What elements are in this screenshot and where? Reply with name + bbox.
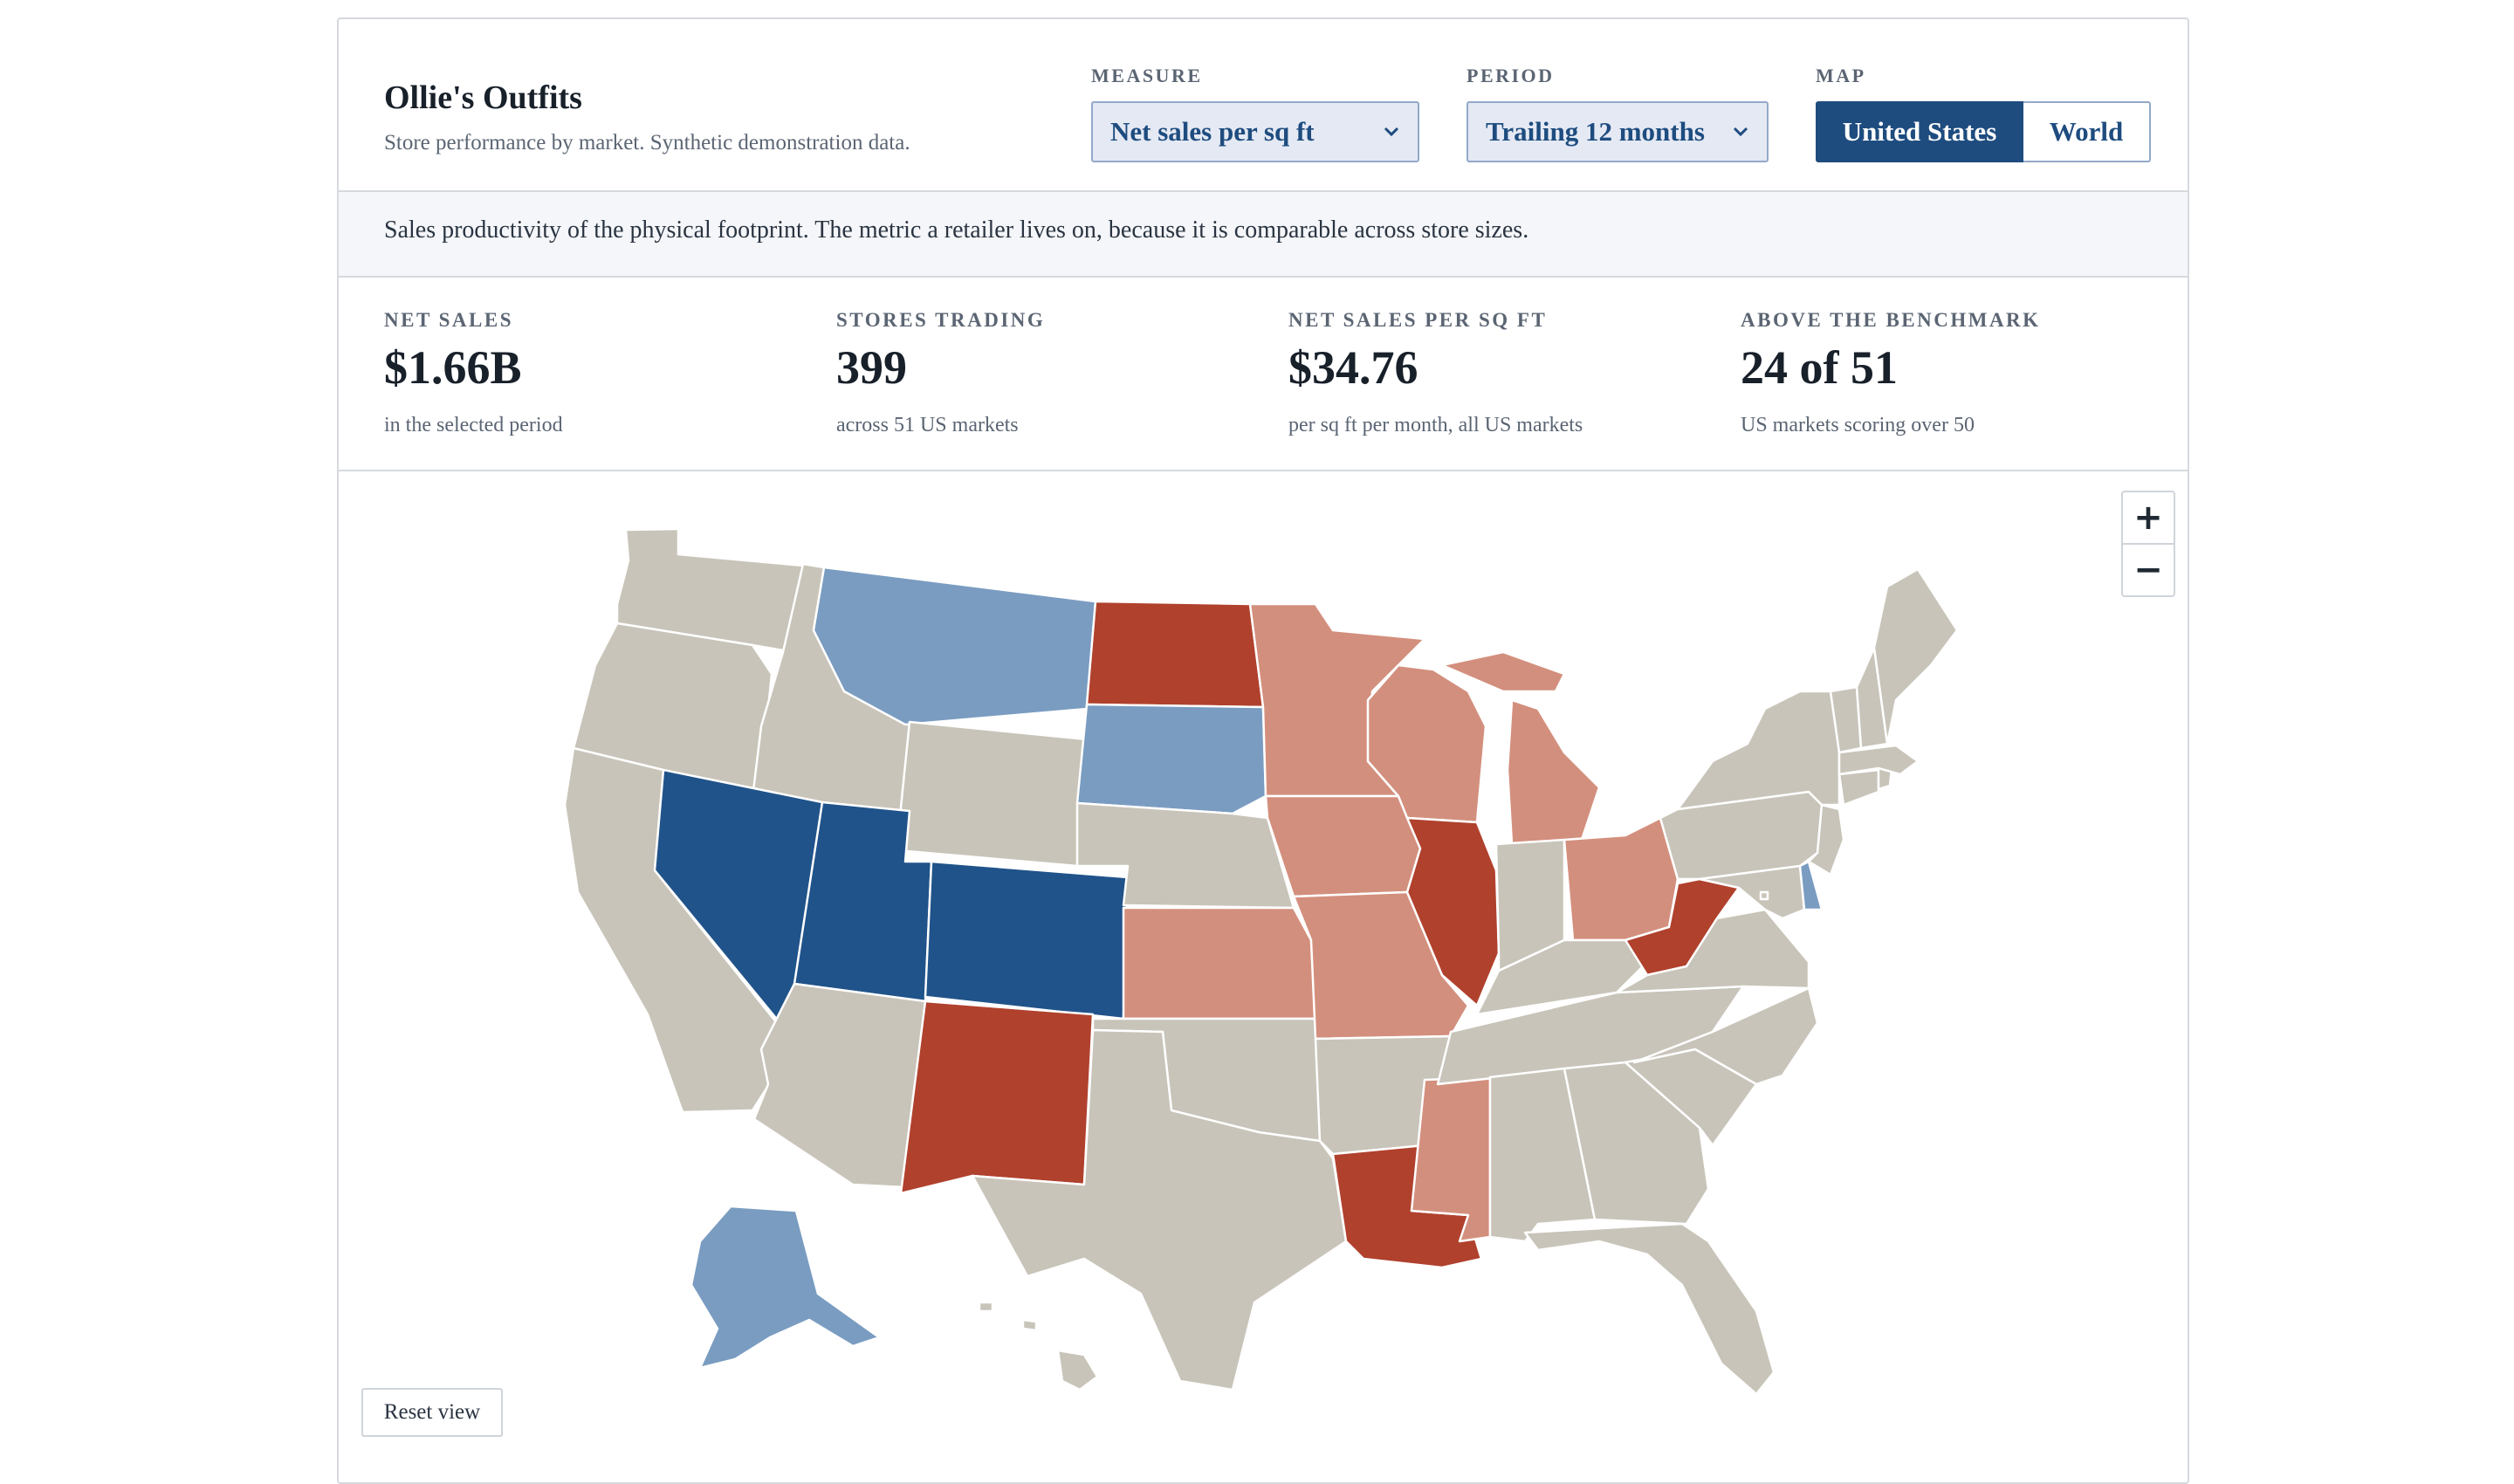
page-title: Ollie's Outfits xyxy=(384,79,582,116)
description-text: Sales productivity of the physical footp… xyxy=(384,216,1529,244)
kpi-label: ABOVE THE BENCHMARK xyxy=(1741,309,2041,331)
zoom-in-button[interactable]: + xyxy=(2133,498,2163,538)
state-TX[interactable] xyxy=(971,1028,1348,1391)
header: Ollie's Outfits Store performance by mar… xyxy=(339,19,2188,192)
state-MI[interactable] xyxy=(1440,650,1601,846)
map-label: MAP xyxy=(1816,65,1866,86)
kpi-label: NET SALES xyxy=(384,309,514,331)
map-toggle-world[interactable]: World xyxy=(2023,101,2151,162)
state-NJ[interactable] xyxy=(1807,803,1845,876)
zoom-out-button[interactable]: − xyxy=(2133,550,2163,590)
period-value: Trailing 12 months xyxy=(1486,116,1705,147)
state-NY[interactable] xyxy=(1676,690,1841,811)
state-NM[interactable] xyxy=(899,1000,1095,1195)
state-IA[interactable] xyxy=(1264,794,1422,898)
period-select[interactable]: Trailing 12 months xyxy=(1466,101,1769,162)
measure-label: MEASURE xyxy=(1091,65,1203,86)
kpi-stores-trading: STORES TRADING 399 across 51 US markets xyxy=(836,278,1273,470)
state-SD[interactable] xyxy=(1075,703,1267,815)
kpi-sub: per sq ft per month, all US markets xyxy=(1288,414,1583,436)
state-NC[interactable] xyxy=(1632,986,1819,1086)
state-MA[interactable] xyxy=(1837,744,1920,776)
description-band: Sales productivity of the physical footp… xyxy=(339,192,2188,278)
chevron-down-icon xyxy=(1384,127,1399,137)
kpi-net-sales: NET SALES $1.66B in the selected period xyxy=(384,278,821,470)
state-IL[interactable] xyxy=(1405,816,1501,1007)
period-label: PERIOD xyxy=(1466,65,1555,86)
state-WA[interactable] xyxy=(615,527,824,656)
state-HI[interactable] xyxy=(978,1301,1099,1391)
kpi-label: STORES TRADING xyxy=(836,309,1046,331)
us-choropleth-map[interactable] xyxy=(339,19,2189,1484)
kpi-label: NET SALES PER SQ FT xyxy=(1288,309,1548,331)
state-ND[interactable] xyxy=(1085,600,1265,709)
kpi-sub: US markets scoring over 50 xyxy=(1741,414,1975,436)
page-subtitle: Store performance by market. Synthetic d… xyxy=(384,131,910,155)
kpi-value: $34.76 xyxy=(1288,341,1418,394)
kpi-value: 24 of 51 xyxy=(1741,341,1898,394)
state-ME[interactable] xyxy=(1872,567,1959,745)
state-WY[interactable] xyxy=(895,720,1089,868)
kpi-sub: across 51 US markets xyxy=(836,414,1019,436)
state-CT[interactable] xyxy=(1837,768,1880,807)
state-KS[interactable] xyxy=(1122,906,1317,1020)
zoom-control: + − xyxy=(2121,491,2175,597)
kpi-row: NET SALES $1.66B in the selected period … xyxy=(339,278,2188,471)
kpi-sub: in the selected period xyxy=(384,414,563,436)
state-DC[interactable] xyxy=(1759,890,1769,901)
state-CO[interactable] xyxy=(924,860,1130,1020)
state-FL[interactable] xyxy=(1523,1222,1776,1396)
state-VA[interactable] xyxy=(1615,908,1810,994)
chevron-down-icon xyxy=(1733,127,1748,137)
measure-select[interactable]: Net sales per sq ft xyxy=(1091,101,1419,162)
state-NE[interactable] xyxy=(1075,801,1295,910)
state-WI[interactable] xyxy=(1366,663,1487,824)
measure-value: Net sales per sq ft xyxy=(1110,116,1315,147)
dashboard-card: Ollie's Outfits Store performance by mar… xyxy=(337,17,2189,1484)
map-toggle-united-states[interactable]: United States xyxy=(1816,101,2023,162)
state-DE[interactable] xyxy=(1798,860,1824,911)
kpi-net-sales-per-sqft: NET SALES PER SQ FT $34.76 per sq ft per… xyxy=(1288,278,1725,470)
kpi-above-benchmark: ABOVE THE BENCHMARK 24 of 51 US markets … xyxy=(1741,278,2177,470)
zoom-divider xyxy=(2123,543,2174,545)
kpi-value: $1.66B xyxy=(384,341,522,394)
state-AK[interactable] xyxy=(690,1205,881,1370)
state-AZ[interactable] xyxy=(752,982,927,1189)
kpi-value: 399 xyxy=(836,341,907,394)
reset-view-button[interactable]: Reset view xyxy=(361,1388,503,1437)
